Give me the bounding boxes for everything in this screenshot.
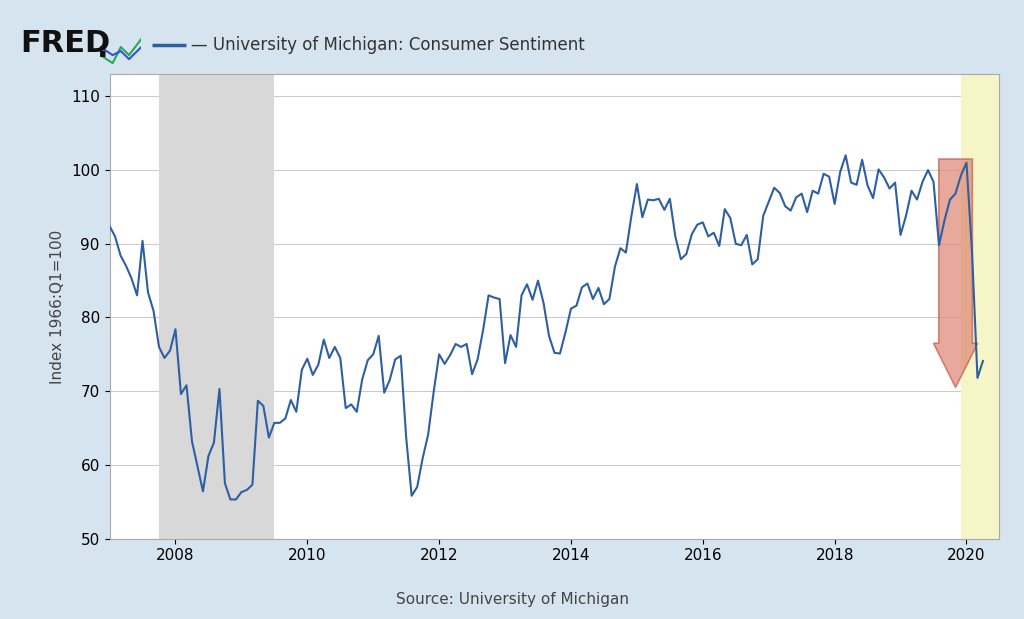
Text: — University of Michigan: Consumer Sentiment: — University of Michigan: Consumer Senti…: [191, 35, 586, 54]
Text: .: .: [97, 34, 109, 63]
Polygon shape: [934, 159, 978, 387]
Bar: [159, 74, 274, 539]
Text: Source: University of Michigan: Source: University of Michigan: [395, 592, 629, 607]
Y-axis label: Index 1966:Q1=100: Index 1966:Q1=100: [50, 229, 66, 384]
Bar: [961, 74, 999, 539]
Text: FRED: FRED: [20, 29, 111, 58]
